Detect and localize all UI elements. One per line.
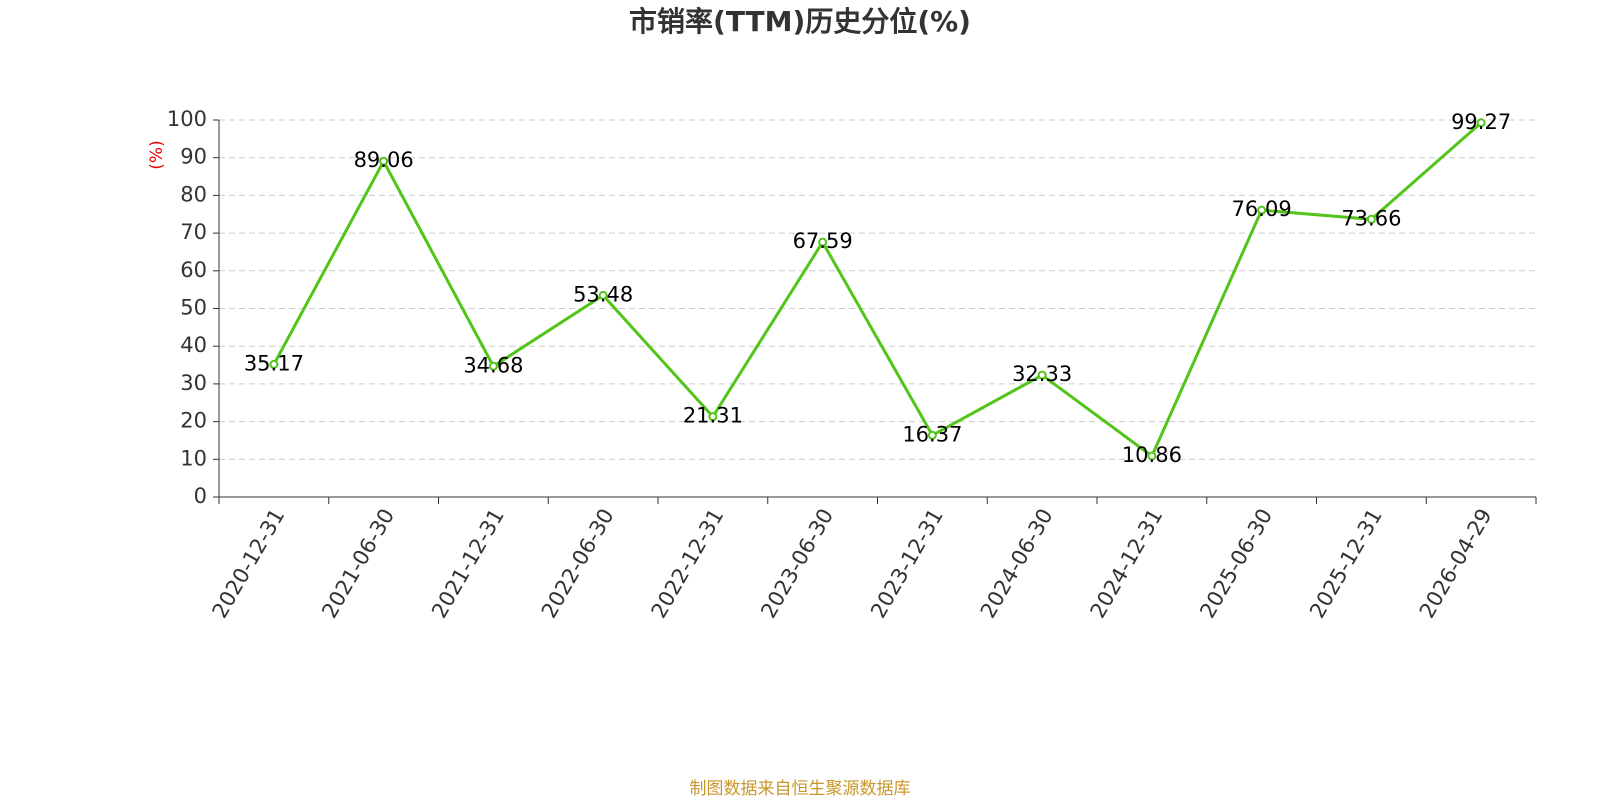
value-label: 10.86 bbox=[1122, 443, 1182, 467]
y-tick-label: 50 bbox=[180, 296, 207, 320]
point bbox=[1366, 214, 1376, 224]
y-tick-label: 20 bbox=[180, 409, 207, 433]
x-tick-label: 2025-06-30 bbox=[1195, 505, 1277, 623]
x-tick-label: 2023-12-31 bbox=[866, 505, 948, 623]
y-tick-label: 40 bbox=[180, 333, 207, 357]
point bbox=[379, 156, 389, 166]
x-tick-label: 2022-06-30 bbox=[537, 505, 619, 623]
y-tick-label: 90 bbox=[180, 145, 207, 169]
x-tick-label: 2021-06-30 bbox=[317, 505, 399, 623]
x-tick-label: 2021-12-31 bbox=[427, 505, 509, 623]
y-axis-label: (%) bbox=[147, 140, 167, 169]
value-label: 53.48 bbox=[573, 282, 633, 306]
point bbox=[598, 290, 608, 300]
y-tick-label: 30 bbox=[180, 371, 207, 395]
point bbox=[1147, 451, 1157, 461]
point bbox=[1476, 118, 1486, 128]
value-label: 35.17 bbox=[244, 351, 304, 375]
value-label: 16.37 bbox=[902, 422, 962, 446]
point bbox=[269, 359, 279, 369]
y-tick-label: 80 bbox=[180, 182, 207, 206]
x-tick-label: 2026-04-29 bbox=[1415, 505, 1497, 623]
y-tick-label: 60 bbox=[180, 258, 207, 282]
value-label: 67.59 bbox=[793, 229, 853, 253]
value-label: 32.33 bbox=[1012, 362, 1072, 386]
x-tick-label: 2023-06-30 bbox=[756, 505, 838, 623]
point bbox=[818, 237, 828, 247]
y-tick-label: 100 bbox=[167, 107, 207, 131]
y-tick-label: 10 bbox=[180, 446, 207, 470]
point bbox=[1257, 205, 1267, 215]
value-label: 34.68 bbox=[463, 353, 523, 377]
point bbox=[927, 430, 937, 440]
x-tick-label: 2022-12-31 bbox=[647, 505, 729, 623]
x-tick-label: 2024-12-31 bbox=[1086, 505, 1168, 623]
value-label: 76.09 bbox=[1232, 197, 1292, 221]
chart-title: 市销率(TTM)历史分位(%) bbox=[629, 5, 971, 38]
x-tick-label: 2020-12-31 bbox=[208, 505, 290, 623]
x-tick-label: 2025-12-31 bbox=[1305, 505, 1387, 623]
point bbox=[488, 361, 498, 371]
point bbox=[708, 412, 718, 422]
y-tick-label: 0 bbox=[194, 484, 207, 508]
x-tick-label: 2024-06-30 bbox=[976, 505, 1058, 623]
value-label: 73.66 bbox=[1341, 206, 1401, 230]
value-label: 89.06 bbox=[354, 148, 414, 172]
source-note: 制图数据来自恒生聚源数据库 bbox=[690, 779, 911, 799]
y-tick-label: 70 bbox=[180, 220, 207, 244]
line bbox=[272, 121, 1483, 459]
value-label: 99.27 bbox=[1451, 110, 1511, 134]
point bbox=[1037, 370, 1047, 380]
value-label: 21.31 bbox=[683, 404, 743, 428]
